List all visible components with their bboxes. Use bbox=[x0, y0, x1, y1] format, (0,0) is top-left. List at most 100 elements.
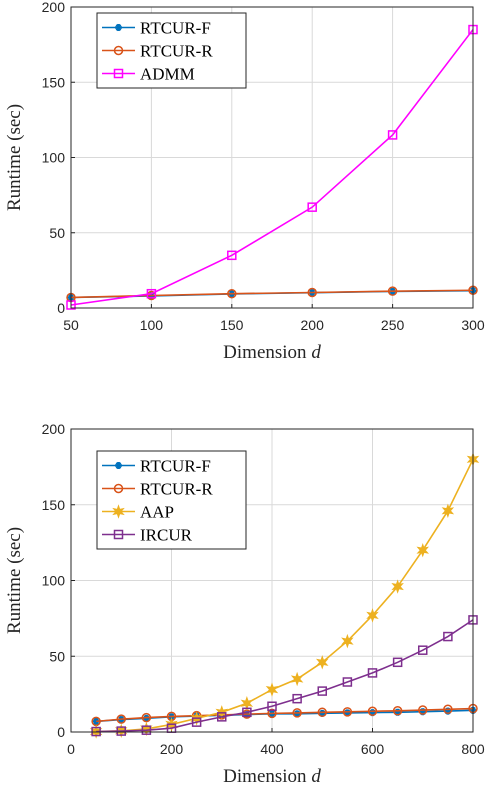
data-point bbox=[267, 708, 277, 719]
legend-marker bbox=[115, 23, 122, 32]
legend-label: AAP bbox=[140, 503, 174, 522]
data-point bbox=[265, 682, 279, 697]
data-point bbox=[343, 709, 351, 717]
x-tick-label: 200 bbox=[160, 741, 184, 757]
series-line bbox=[96, 619, 474, 733]
data-point bbox=[146, 288, 157, 299]
legend-label: RTCUR-F bbox=[140, 19, 211, 38]
chart-bottom: 0 200 400 600 800 0 50 100 150 200 Dimension d Runt… bbox=[4, 421, 485, 786]
x-tick-label: 200 bbox=[301, 317, 325, 333]
data-point bbox=[387, 286, 398, 296]
data-point bbox=[267, 701, 277, 711]
data-point bbox=[116, 726, 126, 736]
legend-marker bbox=[112, 504, 125, 519]
data-point bbox=[191, 717, 202, 727]
data-point bbox=[441, 503, 455, 519]
data-point bbox=[240, 696, 254, 711]
x-tick-label: 600 bbox=[361, 741, 385, 757]
legend-marker bbox=[113, 68, 124, 79]
data-point bbox=[394, 708, 402, 716]
x-tick-label: 300 bbox=[461, 317, 485, 333]
legend-label: ADMM bbox=[140, 65, 195, 84]
series-line bbox=[96, 458, 474, 733]
y-tick-label: 150 bbox=[42, 497, 66, 513]
axes-frame bbox=[70, 6, 474, 309]
x-tick-label: 150 bbox=[220, 317, 244, 333]
data-point bbox=[292, 708, 302, 718]
data-point bbox=[140, 721, 153, 737]
x-tick-label: 250 bbox=[381, 317, 405, 333]
y-tick-label: 200 bbox=[42, 0, 66, 15]
legend: RTCUR-F RTCUR-R AAP IRCUR bbox=[96, 450, 247, 550]
y-tick-label: 50 bbox=[49, 648, 65, 664]
data-point bbox=[443, 631, 453, 642]
y-tick-label: 50 bbox=[49, 225, 65, 241]
y-axis-label: Runtime (sec) bbox=[4, 104, 25, 211]
data-point bbox=[318, 709, 326, 718]
y-tick-label: 0 bbox=[57, 724, 65, 740]
data-point bbox=[141, 712, 152, 723]
data-point bbox=[317, 686, 327, 696]
data-point bbox=[444, 707, 452, 715]
series-line bbox=[96, 707, 474, 723]
y-tick-label: 100 bbox=[42, 573, 66, 589]
data-point bbox=[242, 707, 252, 718]
data-point bbox=[307, 202, 317, 212]
y-tick-label: 0 bbox=[57, 300, 65, 316]
data-point bbox=[342, 677, 353, 687]
legend-label: IRCUR bbox=[140, 526, 193, 545]
y-tick-label: 150 bbox=[42, 74, 66, 90]
data-point bbox=[392, 706, 403, 716]
x-tick-label: 0 bbox=[67, 741, 75, 757]
data-point bbox=[227, 250, 237, 261]
data-point bbox=[141, 725, 152, 735]
data-point bbox=[419, 708, 427, 716]
data-point bbox=[443, 704, 453, 715]
x-tick-label: 50 bbox=[63, 317, 79, 333]
x-tick-label: 800 bbox=[461, 741, 485, 757]
y-tick-label: 100 bbox=[42, 150, 66, 166]
data-point bbox=[366, 608, 379, 623]
legend-label: RTCUR-F bbox=[140, 457, 211, 476]
data-point bbox=[92, 717, 100, 726]
data-point bbox=[391, 579, 404, 594]
data-point bbox=[227, 288, 237, 299]
legend-marker bbox=[113, 45, 124, 56]
series-line bbox=[70, 29, 474, 306]
legend-marker bbox=[113, 483, 124, 494]
x-axis-label: Dimension d bbox=[223, 766, 321, 786]
x-tick-label: 400 bbox=[260, 741, 284, 757]
legend-label: RTCUR-R bbox=[140, 42, 213, 61]
x-axis-label: Dimension d bbox=[223, 342, 321, 363]
series-aap bbox=[89, 452, 480, 739]
x-tick-label: 100 bbox=[140, 317, 164, 333]
legend-marker bbox=[113, 529, 124, 540]
y-tick-label: 200 bbox=[42, 421, 66, 437]
data-point bbox=[293, 710, 301, 718]
data-point bbox=[387, 130, 398, 140]
legend-label: RTCUR-R bbox=[140, 480, 213, 499]
series-rtcur-r bbox=[91, 703, 478, 727]
axes-frame bbox=[70, 428, 474, 733]
data-point bbox=[341, 633, 354, 649]
y-axis-label: Runtime (sec) bbox=[4, 527, 25, 634]
data-point bbox=[317, 707, 327, 718]
data-point bbox=[290, 671, 304, 687]
data-point bbox=[315, 655, 329, 670]
legend: RTCUR-F RTCUR-R ADMM bbox=[96, 12, 247, 89]
data-point bbox=[292, 693, 302, 704]
data-point bbox=[416, 542, 430, 558]
data-point bbox=[116, 714, 126, 724]
legend-marker bbox=[115, 461, 122, 470]
data-point bbox=[217, 712, 227, 722]
data-point bbox=[367, 668, 378, 678]
data-point bbox=[418, 645, 428, 655]
data-point bbox=[307, 287, 317, 298]
data-point bbox=[342, 707, 353, 717]
data-point bbox=[392, 657, 403, 668]
data-point bbox=[369, 708, 376, 717]
data-point bbox=[418, 705, 428, 715]
data-point bbox=[367, 706, 378, 716]
